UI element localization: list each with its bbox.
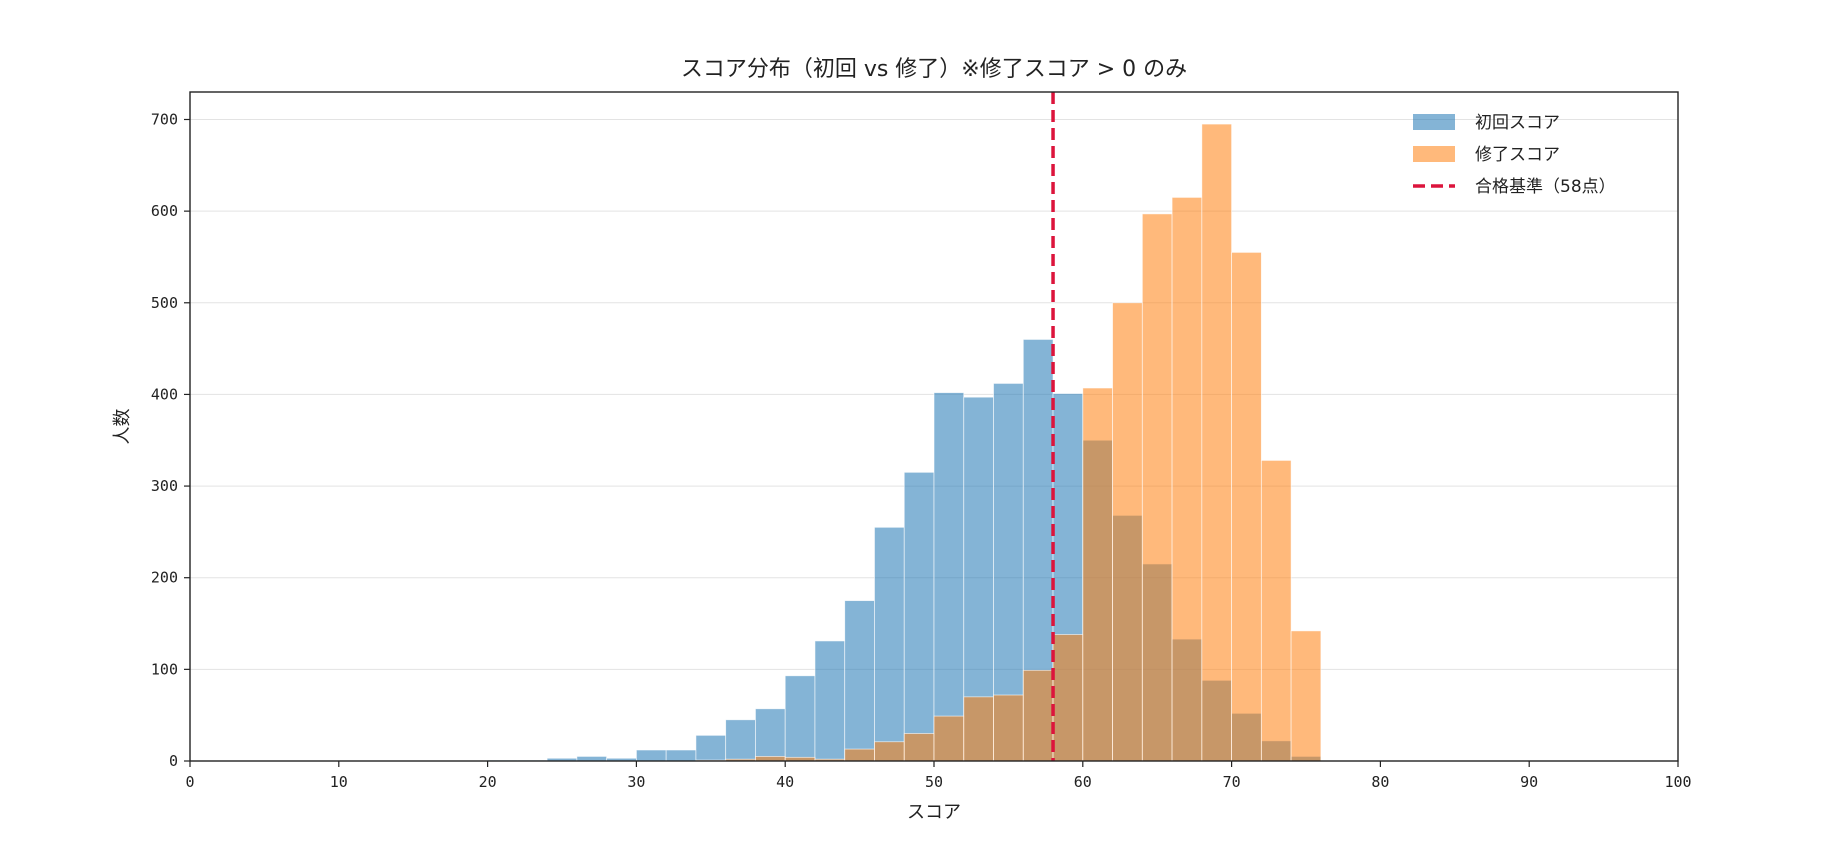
x-tick-label: 90 (1520, 773, 1538, 791)
final-score-bar (1231, 251, 1262, 762)
initial-score-bar (636, 749, 667, 762)
final-score-bar (933, 715, 965, 762)
final-score-bar (1112, 302, 1143, 762)
x-tick-label: 20 (479, 773, 497, 791)
final-score-bar (1052, 634, 1084, 762)
x-axis-title: スコア (907, 802, 961, 823)
x-tick-label: 70 (1223, 773, 1241, 791)
legend: 初回スコア 修了スコア 合格基準（58点） (1413, 113, 1616, 197)
x-tick-label: 50 (925, 773, 943, 791)
y-tick-label: 700 (151, 110, 178, 128)
y-tick-label: 600 (151, 202, 178, 220)
initial-score-bar (784, 675, 816, 762)
y-tick-label: 200 (151, 569, 178, 587)
y-axis-ticks: 0 100 200 300 400 500 600 700 (151, 110, 190, 770)
chart-title: スコア分布（初回 vs 修了）※修了スコア > 0 のみ (681, 57, 1187, 82)
y-tick-label: 400 (151, 385, 178, 403)
legend-label-initial-score: 初回スコア (1475, 113, 1560, 133)
y-tick-label: 100 (151, 660, 178, 678)
final-score-bar (844, 748, 875, 762)
initial-score-bar (874, 526, 905, 762)
legend-swatch-final-score (1413, 146, 1455, 162)
legend-label-pass-threshold: 合格基準（58点） (1475, 177, 1616, 197)
final-score-bar (1141, 213, 1173, 762)
y-tick-label: 0 (169, 752, 178, 770)
x-tick-label: 30 (627, 773, 645, 791)
final-score-bar (1260, 460, 1292, 762)
final-score-bar (1290, 630, 1322, 762)
final-score-bar (874, 741, 905, 762)
final-score-bar (993, 694, 1024, 762)
x-axis-ticks: 0 10 20 30 40 50 60 70 80 90 100 (185, 761, 1692, 791)
initial-score-bar (844, 600, 875, 762)
initial-score-bar (695, 734, 727, 762)
initial-score-bar (933, 392, 965, 762)
final-score-bar (903, 733, 935, 762)
x-tick-label: 60 (1074, 773, 1092, 791)
initial-score-bar (903, 471, 935, 762)
y-axis-title: 人数 (112, 409, 133, 445)
legend-swatch-initial-score (1413, 114, 1455, 130)
initial-score-bar (665, 749, 697, 762)
initial-score-bar (814, 640, 846, 762)
final-score-bar (1171, 196, 1203, 762)
x-tick-label: 10 (330, 773, 348, 791)
x-tick-label: 100 (1664, 773, 1691, 791)
final-score-bar (1022, 669, 1054, 762)
series-final-score-bars (695, 123, 1322, 762)
final-score-bar (963, 696, 994, 762)
initial-score-bar (725, 719, 756, 762)
x-tick-label: 80 (1371, 773, 1389, 791)
legend-label-final-score: 修了スコア (1475, 145, 1560, 165)
initial-score-bar (755, 708, 786, 762)
y-tick-label: 300 (151, 477, 178, 495)
final-score-bar (1082, 387, 1113, 762)
final-score-bar (1201, 123, 1232, 762)
x-tick-label: 40 (776, 773, 794, 791)
y-tick-label: 500 (151, 294, 178, 312)
x-tick-label: 0 (185, 773, 194, 791)
